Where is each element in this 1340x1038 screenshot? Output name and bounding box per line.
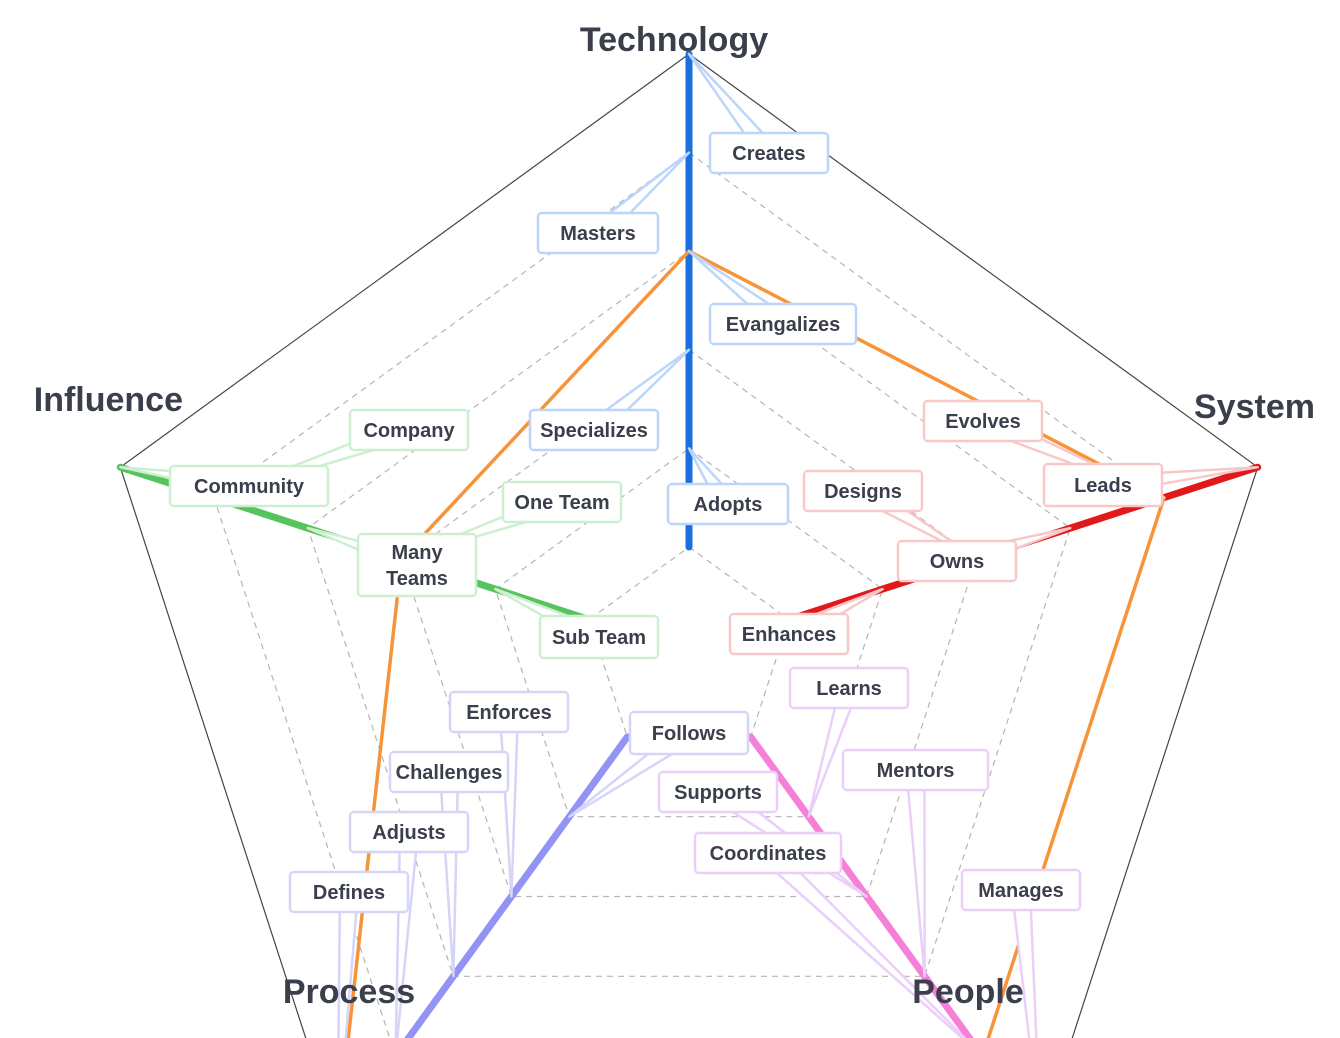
axis-title-system: System xyxy=(1194,388,1315,426)
level-label-process-1: Follows xyxy=(568,710,750,818)
label-box-fill xyxy=(631,713,747,753)
level-label-system-5: Leads xyxy=(1042,462,1259,508)
grid-ring-1 xyxy=(494,447,884,818)
grid-ring-4 xyxy=(213,151,1165,1038)
level-label-process-4: Adjusts xyxy=(348,810,470,1038)
level-label-people-5: Manages xyxy=(960,868,1082,1038)
profile-polygon xyxy=(346,249,1166,1038)
level-label-text: Manages xyxy=(978,880,1064,902)
level-label-text: Owns xyxy=(930,551,984,573)
label-box-fill xyxy=(660,773,776,811)
outer-pentagon xyxy=(119,53,1259,1038)
level-label-text: Challenges xyxy=(396,762,503,784)
label-box-fill xyxy=(963,871,1079,909)
level-label-text: Enhances xyxy=(742,624,836,646)
titles-layer: Technology System Influence Process Peop… xyxy=(34,21,1315,1011)
level-label-technology-2: Specializes xyxy=(528,348,691,452)
label-box-fill xyxy=(899,542,1015,580)
label-box-fill xyxy=(539,214,657,252)
label-box-fill xyxy=(531,411,657,449)
level-label-people-3: Mentors xyxy=(841,748,990,978)
level-label-process-2: Enforces xyxy=(448,690,570,898)
level-label-text: Teams xyxy=(386,568,448,590)
profile-layer xyxy=(346,249,1166,1038)
level-label-technology-3: Evangalizes xyxy=(687,249,858,346)
level-label-technology-4: Masters xyxy=(536,151,691,255)
level-label-text: Leads xyxy=(1074,475,1132,497)
level-label-text: Sub Team xyxy=(552,627,646,649)
level-label-technology-5: Creates xyxy=(687,52,830,175)
level-label-text: Defines xyxy=(313,882,385,904)
level-label-text: Coordinates xyxy=(710,843,827,865)
level-label-influence-1: Sub Team xyxy=(494,587,660,660)
label-box-fill xyxy=(711,305,855,343)
label-box-fill xyxy=(731,615,847,653)
axis-line-people xyxy=(747,733,974,1038)
level-label-text: Creates xyxy=(732,143,805,165)
label-box-fill xyxy=(171,467,327,505)
level-label-text: Adjusts xyxy=(372,822,445,844)
level-label-text: Company xyxy=(363,420,455,442)
level-label-influence-3: Many Teams xyxy=(306,526,478,598)
axis-title-process: Process xyxy=(283,973,415,1011)
level-label-text: Supports xyxy=(674,782,762,804)
label-pointer xyxy=(905,768,926,978)
axis-title-technology: Technology xyxy=(580,21,768,59)
label-box-fill xyxy=(791,669,907,707)
level-label-text: Learns xyxy=(816,678,882,700)
level-label-text: One Team xyxy=(514,492,609,514)
level-label-people-1: Learns xyxy=(788,666,910,818)
axis-line-process xyxy=(404,733,631,1038)
level-label-technology-1: Adopts xyxy=(666,447,790,526)
label-box-fill xyxy=(504,483,620,521)
level-label-system-1: Enhances xyxy=(728,587,884,656)
label-box-fill xyxy=(925,402,1041,440)
level-label-process-5: Defines xyxy=(288,870,410,1038)
label-box-fill xyxy=(451,693,567,731)
level-label-text: Evangalizes xyxy=(726,314,841,336)
label-box-fill xyxy=(1045,465,1161,505)
label-box-fill xyxy=(351,813,467,851)
level-label-text: Mentors xyxy=(877,760,955,782)
label-box-fill xyxy=(844,751,987,789)
label-pointer xyxy=(438,770,460,978)
label-pointer xyxy=(1010,888,1038,1038)
level-label-text: Follows xyxy=(652,723,726,745)
level-label-text: Enforces xyxy=(466,702,552,724)
level-label-text: Adopts xyxy=(694,494,763,516)
level-label-text: Masters xyxy=(560,223,636,245)
label-box-fill xyxy=(359,535,475,595)
level-label-text: Designs xyxy=(824,481,902,503)
level-label-system-2: Designs xyxy=(802,469,978,560)
level-label-text: Community xyxy=(194,476,305,498)
axis-title-influence: Influence xyxy=(34,381,183,419)
level-label-system-3: Owns xyxy=(896,526,1072,583)
label-box-fill xyxy=(696,834,840,872)
level-label-influence-5: Community xyxy=(119,464,330,508)
level-label-people-4: Coordinates xyxy=(693,831,967,1038)
label-box-fill xyxy=(291,873,407,911)
level-label-text: Evolves xyxy=(945,411,1021,433)
level-label-influence-2: One Team xyxy=(400,480,623,560)
label-box-fill xyxy=(391,753,507,791)
label-box-fill xyxy=(541,617,657,657)
axis-title-people: People xyxy=(912,973,1023,1011)
labels-layer: Adopts Specializes Evangalizes Masters Creat… xyxy=(119,52,1259,1038)
label-box-fill xyxy=(669,485,787,523)
grid-ring-3 xyxy=(307,250,1071,977)
level-label-text: Specializes xyxy=(540,420,648,442)
label-box-fill xyxy=(711,134,827,172)
label-box-fill xyxy=(805,472,921,510)
label-box-fill xyxy=(351,411,467,449)
level-label-text: Many xyxy=(391,542,443,564)
